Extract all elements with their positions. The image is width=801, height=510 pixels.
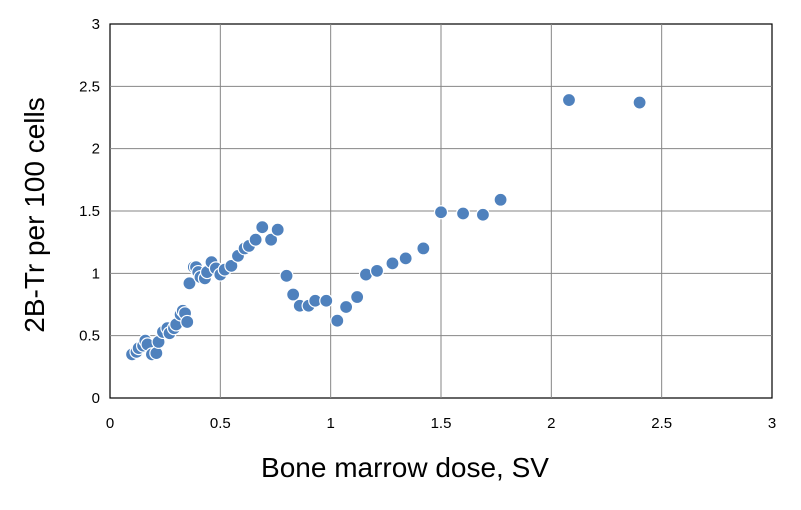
data-point bbox=[255, 220, 270, 235]
x-tick-label: 0 bbox=[106, 415, 114, 432]
data-point bbox=[182, 276, 197, 291]
data-point bbox=[385, 256, 400, 271]
data-point bbox=[180, 314, 195, 330]
data-point bbox=[339, 299, 354, 315]
data-point bbox=[398, 251, 413, 266]
x-tick-label: 0.5 bbox=[210, 415, 231, 432]
y-axis-title: 2B-Tr per 100 cells bbox=[19, 97, 50, 333]
data-points bbox=[124, 92, 647, 362]
data-point bbox=[350, 289, 365, 305]
data-point bbox=[330, 313, 345, 328]
y-tick-label: 2 bbox=[92, 141, 100, 158]
x-axis-title: Bone marrow dose, SV bbox=[261, 452, 549, 483]
data-point bbox=[493, 192, 508, 207]
x-tick-label: 3 bbox=[768, 415, 776, 432]
data-point bbox=[248, 232, 263, 247]
y-tick-label: 0.5 bbox=[79, 328, 100, 345]
grid-lines bbox=[110, 24, 772, 398]
data-point bbox=[561, 92, 577, 108]
x-tick-labels: 0 0.5 1 1.5 2 2.5 3 bbox=[106, 415, 776, 432]
data-point bbox=[263, 232, 279, 247]
y-tick-label: 3 bbox=[92, 16, 100, 33]
data-point bbox=[433, 205, 449, 220]
y-tick-labels: 0 0.5 1 1.5 2 2.5 3 bbox=[79, 16, 100, 407]
x-tick-label: 2 bbox=[547, 415, 555, 432]
x-tick-label: 1 bbox=[326, 415, 334, 432]
data-point bbox=[455, 206, 471, 221]
data-point bbox=[270, 222, 285, 237]
y-tick-label: 1.5 bbox=[79, 203, 100, 220]
data-point bbox=[279, 268, 294, 283]
data-point bbox=[224, 258, 239, 273]
data-point bbox=[286, 287, 301, 302]
data-point bbox=[319, 293, 334, 308]
data-point bbox=[416, 241, 431, 256]
x-tick-label: 2.5 bbox=[651, 415, 672, 432]
data-point bbox=[475, 207, 491, 222]
x-tick-label: 1.5 bbox=[431, 415, 452, 432]
y-tick-label: 2.5 bbox=[79, 78, 100, 95]
data-point bbox=[369, 263, 385, 278]
data-point bbox=[632, 95, 647, 110]
y-tick-label: 1 bbox=[92, 265, 100, 282]
y-tick-label: 0 bbox=[92, 390, 100, 407]
